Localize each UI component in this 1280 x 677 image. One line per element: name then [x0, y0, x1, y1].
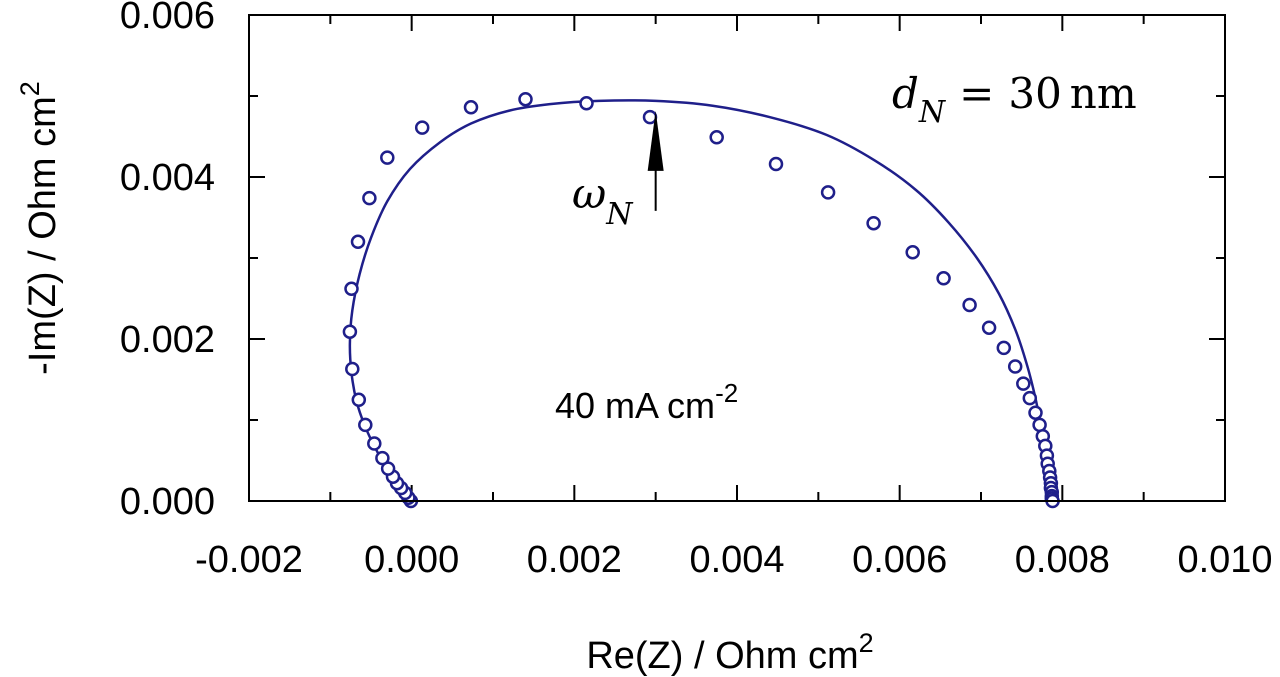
y-tick-label: 0.006	[120, 0, 215, 37]
omega-arrow	[647, 110, 664, 211]
omega-arrow-head	[647, 110, 664, 171]
x-tick-label: 0.008	[1015, 539, 1110, 581]
data-point	[996, 340, 1012, 356]
data-point	[768, 156, 784, 172]
current-density-annotation: 40 mA cm-2	[555, 378, 738, 426]
data-point	[414, 120, 430, 135]
data-point	[351, 392, 367, 408]
data-point	[820, 185, 836, 200]
data-series	[342, 91, 1060, 509]
data-point	[642, 109, 658, 125]
data-point	[380, 150, 395, 165]
data-point	[358, 417, 373, 433]
fit-line	[348, 99, 1054, 502]
data-point	[936, 271, 951, 286]
data-point	[981, 320, 997, 335]
data-point	[1007, 359, 1023, 374]
data-point	[1016, 376, 1031, 391]
y-tick-label: 0.002	[120, 319, 215, 361]
data-point	[362, 190, 377, 206]
y-axis-title: -Im(Z) / Ohm cm2	[15, 81, 64, 375]
axis-tick-labels: -0.002 0.000 0.002 0.004 0.006 0.008 0.010 0.00…	[120, 0, 1273, 581]
x-axis-title: Re(Z) / Ohm cm2	[586, 628, 873, 677]
data-point	[579, 96, 594, 111]
omega-annotation: ωN	[572, 169, 634, 232]
x-tick-label: 0.010	[1177, 539, 1272, 581]
thickness-annotation: dN = 30 nm	[892, 69, 1137, 130]
x-tick-label: -0.002	[195, 539, 303, 581]
data-point	[380, 461, 396, 476]
data-point	[367, 436, 382, 451]
x-tick-label: 0.000	[364, 539, 459, 581]
data-point	[345, 361, 360, 377]
plot-frame	[248, 14, 1226, 502]
data-point	[709, 130, 724, 145]
x-tick-label: 0.004	[689, 539, 784, 581]
data-point	[962, 297, 977, 313]
data-point	[342, 324, 358, 339]
data-point	[463, 100, 479, 115]
data-point	[1022, 390, 1038, 406]
data-point	[866, 215, 881, 231]
y-tick-label: 0.004	[120, 157, 215, 199]
x-tick-label: 0.002	[527, 539, 622, 581]
data-point	[375, 450, 390, 466]
y-tick-label: 0.000	[120, 481, 215, 523]
data-point	[905, 245, 920, 260]
data-point	[1028, 405, 1043, 420]
data-point	[344, 281, 359, 297]
x-tick-label: 0.006	[852, 539, 947, 581]
data-point	[350, 234, 366, 250]
data-point	[518, 91, 533, 107]
